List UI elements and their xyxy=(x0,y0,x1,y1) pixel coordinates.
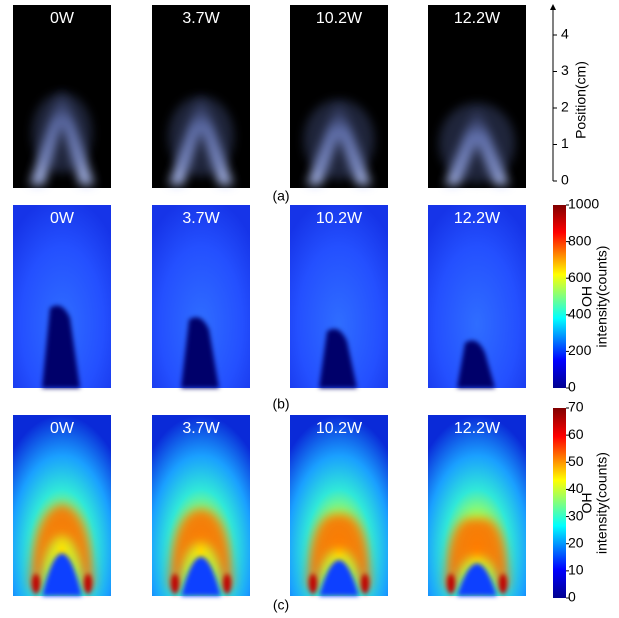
core xyxy=(309,574,317,594)
tick-label: 1 xyxy=(561,135,569,151)
panel-image xyxy=(13,415,111,596)
flame-legs xyxy=(30,504,94,588)
tick-label: 1000 xyxy=(568,196,599,212)
panel-image xyxy=(152,5,250,188)
panel-title: 12.2W xyxy=(454,420,501,437)
tick-label: 0 xyxy=(568,379,576,395)
core xyxy=(361,574,369,594)
colorbar-label: OH xyxy=(579,286,595,307)
dark-region xyxy=(181,317,219,388)
colorbar xyxy=(553,408,566,598)
tick-label: 200 xyxy=(568,342,592,358)
panel-image xyxy=(290,415,388,596)
row-label: (a) xyxy=(272,188,289,204)
tick-label: 10 xyxy=(568,562,584,578)
dark-region xyxy=(457,340,495,388)
panel-title: 10.2W xyxy=(316,420,363,437)
glow xyxy=(32,93,92,173)
dark-region xyxy=(42,305,80,388)
panel-image xyxy=(290,205,388,388)
axis-label: Position(cm) xyxy=(573,61,589,139)
panel-title: 0W xyxy=(50,420,75,437)
panel-image xyxy=(428,415,526,596)
panel-title: 3.7W xyxy=(182,420,220,437)
panel-title: 10.2W xyxy=(316,10,363,27)
core xyxy=(499,574,507,594)
panel-image xyxy=(428,205,526,388)
tick-label: 0 xyxy=(568,589,576,605)
core xyxy=(32,574,40,594)
glow xyxy=(439,103,515,183)
panel-title: 12.2W xyxy=(454,10,501,27)
tick-label: 0 xyxy=(561,172,569,188)
axis-arrow xyxy=(550,4,556,10)
core xyxy=(447,574,455,594)
panel-title: 3.7W xyxy=(182,210,220,227)
inner xyxy=(42,553,82,596)
panel-title: 3.7W xyxy=(182,10,220,27)
row-label: (c) xyxy=(273,597,289,613)
flame-legs xyxy=(169,509,233,588)
tick-label: 30 xyxy=(568,507,584,523)
flame-legs xyxy=(307,513,371,588)
panel-title: 0W xyxy=(50,210,75,227)
panel-title: 0W xyxy=(50,10,75,27)
tick-label: 2 xyxy=(561,99,569,115)
inner xyxy=(457,563,497,596)
core xyxy=(84,574,92,594)
tick-label: 600 xyxy=(568,269,592,285)
tick-label: 400 xyxy=(568,306,592,322)
colorbar xyxy=(553,205,566,388)
panel-image xyxy=(13,205,111,388)
core xyxy=(223,574,231,594)
row-label: (b) xyxy=(272,396,289,412)
tick-label: 50 xyxy=(568,453,584,469)
colorbar-label: intensity(counts) xyxy=(594,452,610,554)
tick-label: 4 xyxy=(561,26,569,42)
glow xyxy=(168,96,234,177)
panel-title: 12.2W xyxy=(454,210,501,227)
panel-image xyxy=(428,5,526,188)
flame-legs xyxy=(445,518,509,588)
tick-label: 70 xyxy=(568,399,584,415)
tick-label: 40 xyxy=(568,480,584,496)
tick-label: 3 xyxy=(561,62,569,78)
panel-title: 10.2W xyxy=(316,210,363,227)
inner xyxy=(319,560,359,596)
tick-label: 800 xyxy=(568,232,592,248)
glow xyxy=(303,99,375,180)
tick-label: 60 xyxy=(568,426,584,442)
tick-label: 20 xyxy=(568,534,584,550)
colorbar-label: intensity(counts) xyxy=(594,246,610,348)
colorbar-label: OH xyxy=(579,493,595,514)
panel-image xyxy=(290,5,388,188)
panel-image xyxy=(152,415,250,596)
core xyxy=(171,574,179,594)
panel-image xyxy=(152,205,250,388)
dark-region xyxy=(319,328,357,388)
panel-image xyxy=(13,5,111,188)
inner xyxy=(181,556,221,596)
